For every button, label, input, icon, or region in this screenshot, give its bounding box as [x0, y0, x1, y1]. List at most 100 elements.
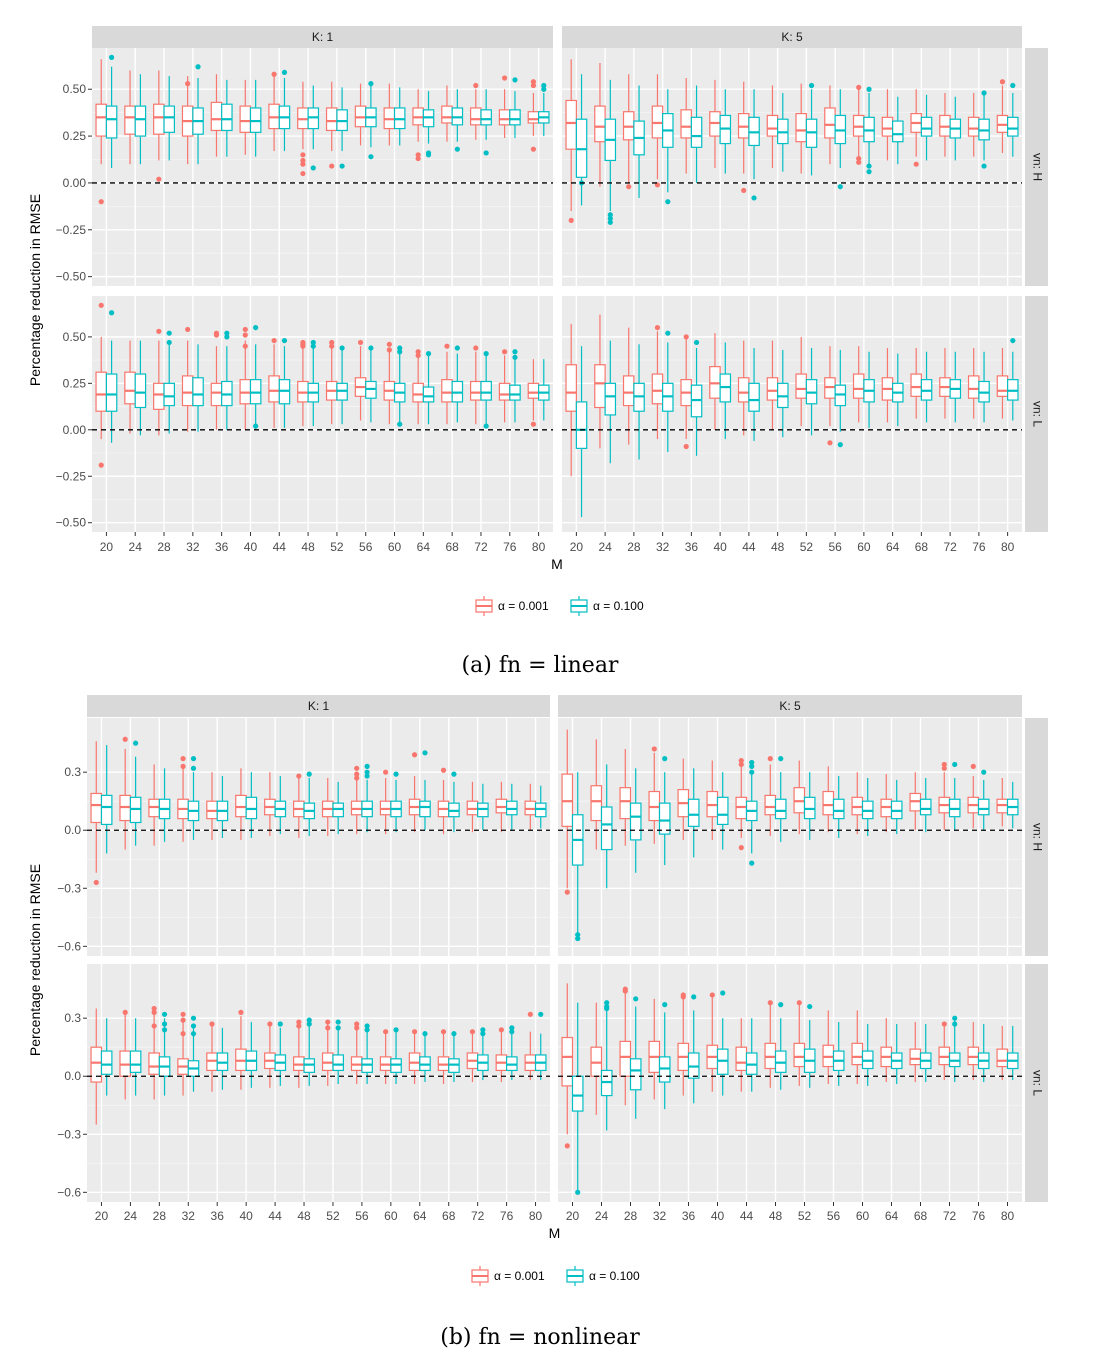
facet-col-label: K: 5: [779, 699, 801, 713]
outlier-point: [530, 82, 537, 89]
x-tick-label: 44: [740, 1209, 754, 1223]
y-tick-label: −0.3: [57, 881, 81, 895]
box-alpha-0.001: [181, 76, 194, 165]
panel-background: [558, 964, 1022, 1202]
box-alpha-0.001: [938, 1021, 951, 1081]
facet-row-label: vn: H: [1030, 153, 1044, 181]
outlier-point: [604, 1005, 610, 1012]
box-alpha-0.100: [774, 756, 787, 842]
y-tick-label: 0.3: [64, 765, 81, 779]
outlier-point: [483, 150, 489, 156]
box-alpha-0.001: [565, 59, 577, 224]
outlier-point: [368, 154, 374, 160]
box-alpha-0.100: [303, 771, 316, 837]
outlier-point: [383, 769, 389, 775]
box-alpha-0.100: [658, 1002, 671, 1110]
box-alpha-0.100: [477, 783, 489, 831]
box-iqr: [134, 373, 147, 409]
box-iqr: [590, 785, 603, 822]
box-alpha-0.100: [509, 77, 521, 138]
outlier-point: [242, 343, 248, 349]
outlier-point: [856, 155, 862, 162]
x-tick-label: 72: [471, 1209, 485, 1223]
box-alpha-0.100: [134, 340, 147, 436]
box-alpha-0.100: [890, 779, 903, 835]
box-iqr: [100, 794, 113, 826]
box-alpha-0.001: [565, 323, 577, 477]
x-tick-label: 60: [384, 1209, 398, 1223]
box-alpha-0.001: [153, 328, 165, 436]
x-tick-label: 52: [800, 540, 814, 554]
box-iqr: [622, 375, 635, 407]
outlier-point: [411, 752, 418, 758]
legend-key-alpha-0.100: [570, 596, 588, 616]
x-axis-title: M: [551, 556, 563, 572]
box-alpha-0.100: [604, 340, 617, 464]
outlier-point: [224, 330, 230, 336]
outlier-point: [564, 889, 570, 895]
y-tick-label: −0.6: [57, 1185, 81, 1199]
outlier-point: [683, 443, 689, 450]
outlier-point: [300, 157, 306, 164]
box-iqr: [629, 1058, 642, 1091]
box-alpha-0.100: [480, 89, 492, 156]
panel-background: [558, 718, 1022, 956]
box-alpha-0.100: [537, 359, 550, 421]
box-iqr: [565, 364, 577, 412]
box-alpha-0.100: [303, 1017, 316, 1086]
box-alpha-0.100: [422, 91, 435, 158]
box-alpha-0.100: [393, 345, 406, 427]
y-tick-label: 0.3: [64, 1011, 81, 1025]
facet-col-label: K: 1: [312, 30, 334, 44]
box-alpha-0.100: [658, 756, 671, 866]
outlier-point: [952, 761, 958, 768]
x-tick-label: 76: [503, 540, 517, 554]
box-alpha-0.001: [735, 757, 748, 851]
y-tick-label: −0.3: [57, 1127, 81, 1141]
box-alpha-0.100: [365, 345, 377, 423]
outlier-point: [541, 82, 547, 89]
box-alpha-0.100: [949, 96, 962, 161]
facet-row-label: vn: H: [1030, 823, 1044, 851]
box-alpha-0.100: [187, 756, 200, 840]
outlier-point: [354, 1025, 360, 1031]
box-alpha-0.100: [100, 745, 113, 854]
y-tick-label: 0.00: [63, 423, 87, 437]
facet-strip-0: [87, 695, 550, 717]
x-tick-label: 64: [886, 540, 900, 554]
outlier-point: [393, 771, 399, 777]
outlier-point: [180, 756, 186, 762]
x-tick-label: 80: [1001, 1209, 1015, 1223]
legend-key-alpha-0.001: [471, 1266, 489, 1286]
x-tick-label: 48: [301, 540, 315, 554]
box-alpha-0.100: [919, 1023, 932, 1083]
x-tick-label: 56: [355, 1209, 369, 1223]
outlier-point: [397, 421, 403, 427]
box-alpha-0.001: [824, 85, 836, 165]
outlier-point: [530, 146, 537, 152]
x-tick-label: 48: [297, 1209, 311, 1223]
outlier-point: [161, 1027, 168, 1033]
facet-row-label: vn: L: [1030, 401, 1044, 427]
y-axis-title: Percentage reduction in RMSE: [27, 194, 43, 386]
figure-caption: (a) fn = linear: [462, 653, 619, 678]
box-iqr: [90, 792, 103, 824]
outlier-point: [509, 1025, 515, 1031]
box-iqr: [892, 120, 904, 143]
facet-strip-0: [92, 26, 553, 48]
outlier-point: [190, 1031, 197, 1037]
chart-a-linear: K: 1 K: 5 vn: H −0.50 −0.25 0.00 0.25 0.50 vn: L…: [27, 26, 1048, 678]
outlier-point: [451, 771, 457, 777]
outlier-point: [1010, 82, 1016, 89]
outlier-point: [296, 773, 302, 779]
x-tick-label: 48: [769, 1209, 783, 1223]
box-alpha-0.001: [469, 82, 482, 140]
x-tick-label: 76: [972, 540, 986, 554]
y-tick-label: −0.25: [56, 223, 87, 237]
outlier-point: [952, 1015, 958, 1021]
box-alpha-0.100: [805, 82, 818, 176]
box-alpha-0.100: [192, 344, 204, 432]
outlier-point: [473, 345, 479, 351]
outlier-point: [310, 343, 316, 349]
